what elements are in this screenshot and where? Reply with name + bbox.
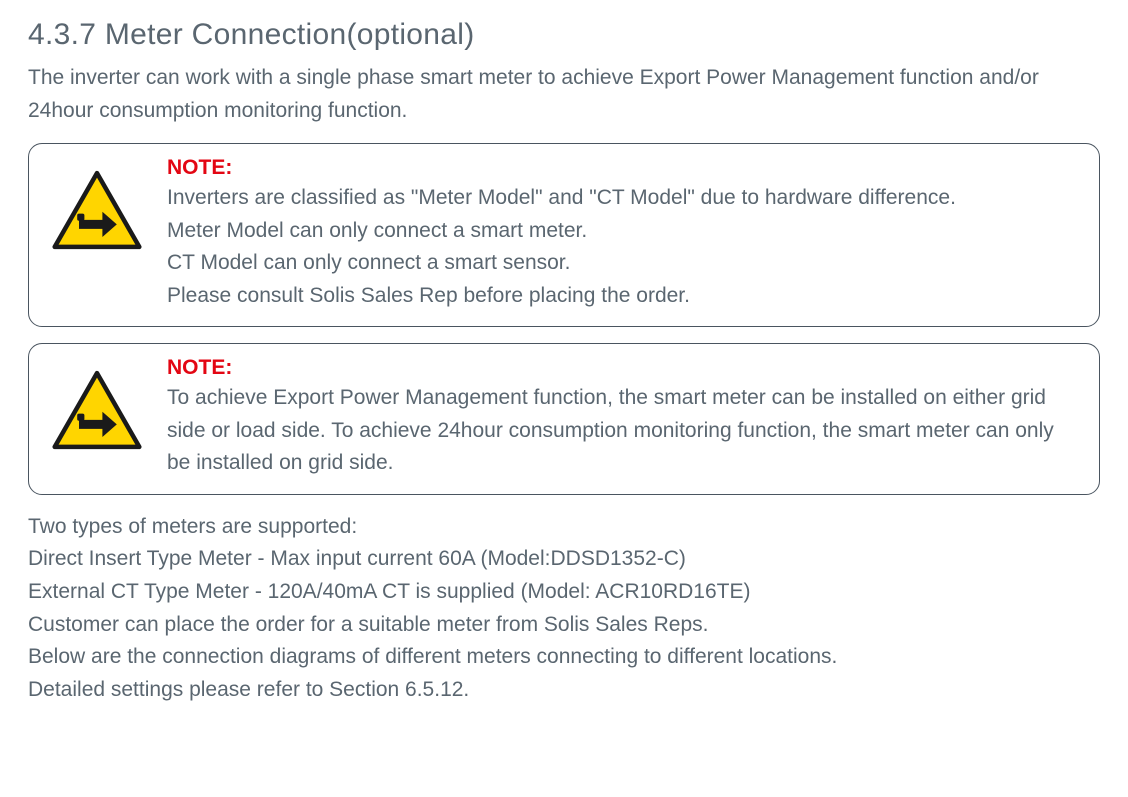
note-label: NOTE:	[167, 356, 1079, 380]
body-paragraph: Two types of meters are supported: Direc…	[28, 511, 1100, 706]
body-line: Customer can place the order for a suita…	[28, 609, 1100, 642]
body-line: Below are the connection diagrams of dif…	[28, 641, 1100, 674]
note-box-2: NOTE: To achieve Export Power Management…	[28, 343, 1100, 495]
note-text: Inverters are classified as "Meter Model…	[167, 182, 1079, 312]
note-text: To achieve Export Power Management funct…	[167, 382, 1079, 480]
body-line: External CT Type Meter - 120A/40mA CT is…	[28, 576, 1100, 609]
section-heading: 4.3.7 Meter Connection(optional)	[28, 18, 1100, 52]
warning-icon	[49, 356, 145, 450]
intro-paragraph: The inverter can work with a single phas…	[28, 62, 1100, 127]
body-line: Direct Insert Type Meter - Max input cur…	[28, 543, 1100, 576]
note-content-2: NOTE: To achieve Export Power Management…	[167, 356, 1079, 480]
note-box-1: NOTE: Inverters are classified as "Meter…	[28, 143, 1100, 327]
note-label: NOTE:	[167, 156, 1079, 180]
warning-icon	[49, 156, 145, 250]
note-content-1: NOTE: Inverters are classified as "Meter…	[167, 156, 1079, 312]
body-line: Detailed settings please refer to Sectio…	[28, 674, 1100, 707]
body-line: Two types of meters are supported:	[28, 511, 1100, 544]
